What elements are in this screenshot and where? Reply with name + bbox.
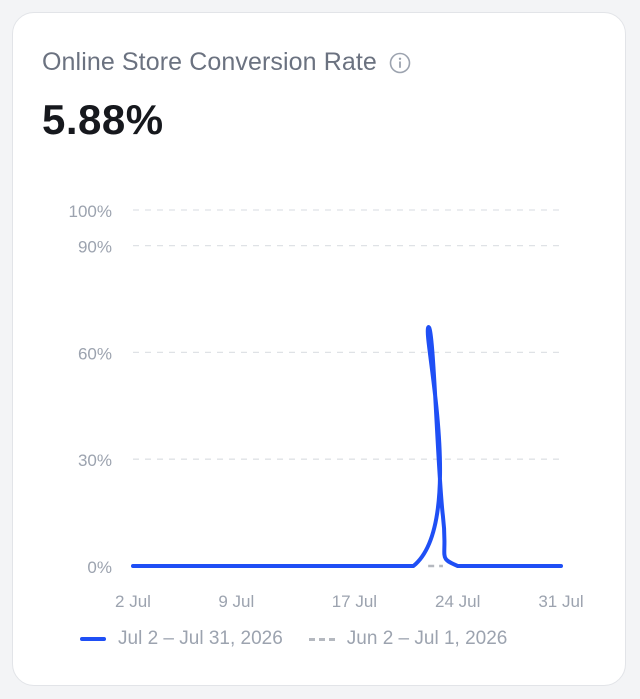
chart-legend: Jul 2 – Jul 31, 2026 Jun 2 – Jul 1, 2026 [80,628,507,650]
x-tick-label: 31 Jul [538,592,583,611]
card-title: Online Store Conversion Rate [42,48,377,76]
y-tick-label: 60% [78,344,112,363]
legend-swatch-dashed [308,637,335,641]
x-tick-label: 24 Jul [435,592,480,611]
info-circle-icon[interactable] [389,52,411,74]
metric-value: 5.88% [42,96,164,143]
y-tick-label: 30% [78,451,112,470]
legend-swatch-solid [80,637,106,641]
conversion-rate-card [12,12,626,686]
series-lines [131,325,563,569]
y-axis-ticks: 0% 30% 60% 90% 100% [69,202,112,577]
y-tick-label: 0% [87,558,112,577]
card-header: Online Store Conversion Rate [42,48,411,77]
legend-label-current: Jul 2 – Jul 31, 2026 [118,628,283,649]
legend-item-current[interactable]: Jul 2 – Jul 31, 2026 [80,628,283,650]
legend-label-previous: Jun 2 – Jul 1, 2026 [346,628,508,649]
x-axis-ticks: 2 Jul 9 Jul 17 Jul 24 Jul 31 Jul [115,592,584,611]
legend-item-previous[interactable]: Jun 2 – Jul 1, 2026 [308,628,508,650]
y-tick-label: 90% [78,238,112,257]
y-tick-label: 100% [69,202,112,221]
grid-lines [133,209,561,460]
series-line-current[interactable] [131,325,563,569]
x-tick-label: 2 Jul [115,592,151,611]
conversion-line-chart: 0% 30% 60% 90% 100% 2 Jul 9 Jul 17 Jul 24 Jul 31… [69,202,584,611]
x-tick-label: 9 Jul [218,592,254,611]
x-tick-label: 17 Jul [332,592,377,611]
